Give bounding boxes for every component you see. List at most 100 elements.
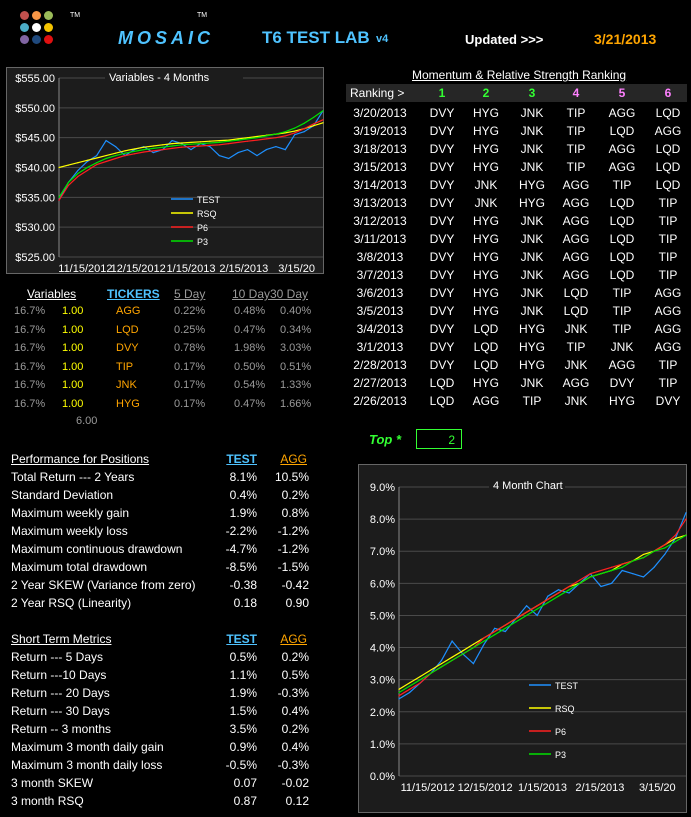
weight-cell: 16.7% [14,323,46,336]
metric-label: Return ---10 Days [11,668,107,682]
ranking-ticker-cell: AGG [608,106,636,120]
data-point [199,145,202,147]
ranking-ticker-cell: HYG [472,214,499,228]
ranking-ticker-cell: HYG [472,268,499,282]
tickers-header[interactable]: TICKERS [107,287,160,301]
multiplier-cell[interactable]: 1.00 [62,379,84,391]
y-tick-label: 7.0% [370,546,395,558]
ranking-header-label: Ranking > [350,86,405,100]
data-point [642,553,645,556]
metric-test-value: 0.07 [233,776,257,790]
data-point [143,149,145,151]
data-point [515,621,517,623]
data-point [209,146,211,148]
y-tick-label: $540.00 [15,163,55,175]
performance-row: Maximum weekly gain 1.9% 0.8% [11,505,311,523]
data-point [124,152,126,154]
multiplier-cell[interactable]: 1.00 [62,360,84,373]
top-input[interactable]: 2 [416,429,462,449]
metric-label: 3 month RSQ [11,794,84,808]
metric-test-value: 1.5% [229,704,257,718]
ranking-ticker-cell: TIP [612,322,632,336]
rank-number: 3 [528,86,536,100]
metric-label: Maximum weekly loss [11,524,128,538]
data-point [409,682,411,684]
weight-cell: 16.7% [14,379,46,391]
short_term-row: 3 month RSQ 0.87 0.12 [11,793,311,811]
y-tick-label: $555.00 [15,73,55,85]
x-tick-label: 2/15/2013 [575,782,624,794]
data-point [256,154,258,157]
thirty-day-cell: 3.03% [280,342,312,354]
performance-agg-header: AGG [280,452,307,466]
x-tick-label: 12/15/2012 [458,782,513,794]
data-point [303,122,305,124]
metric-test-value: 0.4% [229,488,257,502]
logo-dot [32,35,41,44]
ranking-ticker-cell: JNK [520,250,544,264]
legend-label: P3 [197,237,208,247]
multiplier-cell[interactable]: 1.00 [62,397,84,410]
metric-label: Maximum continuous drawdown [11,542,183,556]
data-point [284,149,286,151]
data-point [568,592,570,594]
data-point [685,534,687,536]
multiplier-cell[interactable]: 1.00 [62,305,84,317]
data-point [440,659,443,661]
data-point [77,175,79,178]
data-point [284,131,286,133]
ranking-ticker-cell: LQD [609,124,635,138]
ranking-date-cell: 3/12/2013 [353,214,407,228]
data-point [86,160,88,163]
ranking-ticker-cell: JNK [474,196,498,210]
data-point [568,585,570,588]
ranking-ticker-cell: AGG [472,394,500,408]
ranking-ticker-cell: JNK [520,142,544,156]
logo-dot [20,35,29,44]
metric-test-value: 0.5% [229,650,257,664]
y-tick-label: 1.0% [370,739,395,751]
ranking-ticker-cell: LQD [609,268,635,282]
data-point [303,128,305,130]
data-point [58,196,60,198]
data-point [322,119,324,121]
data-point [96,157,98,159]
rank-number: 4 [572,86,580,100]
data-point [265,149,268,151]
series-line-p3 [398,534,687,694]
data-point [284,135,286,137]
metric-label: Standard Deviation [11,488,114,502]
metric-agg-value: 0.90 [285,596,309,610]
multiplier-cell[interactable]: 1.00 [62,342,84,354]
ten-day-cell: 0.47% [234,397,266,410]
ranking-ticker-cell: JNK [520,304,544,318]
ten-day-header: 10 Day [232,287,271,301]
logo [20,11,60,51]
x-tick-label: 1/15/2013 [518,782,567,794]
data-point [152,150,154,152]
data-point [114,154,117,157]
data-point [664,544,666,546]
ranking-ticker-cell: LQD [609,214,635,228]
ticker-cell: TIP [116,360,134,373]
ranking-ticker-cell: TIP [658,268,678,282]
data-point [312,116,315,118]
data-point [133,148,136,150]
data-point [133,150,136,152]
metric-agg-value: -1.2% [277,524,309,538]
data-point [642,576,645,578]
data-point [162,149,164,151]
data-point [600,569,602,572]
data-point [294,130,296,132]
thirty-day-cell: 1.66% [280,397,312,410]
metric-agg-value: -0.42 [281,578,309,592]
ranking-date-cell: 2/26/2013 [353,394,407,408]
y-tick-label: 2.0% [370,707,395,719]
multiplier-cell[interactable]: 1.00 [62,323,84,336]
ranking-date-cell: 3/8/2013 [356,250,404,264]
ranking-ticker-cell: JNK [564,358,588,372]
ranking-ticker-cell: JNK [520,214,544,228]
series-line-test [58,110,324,201]
ranking-ticker-cell: HYG [472,160,499,174]
ranking-ticker-cell: JNK [520,232,544,246]
